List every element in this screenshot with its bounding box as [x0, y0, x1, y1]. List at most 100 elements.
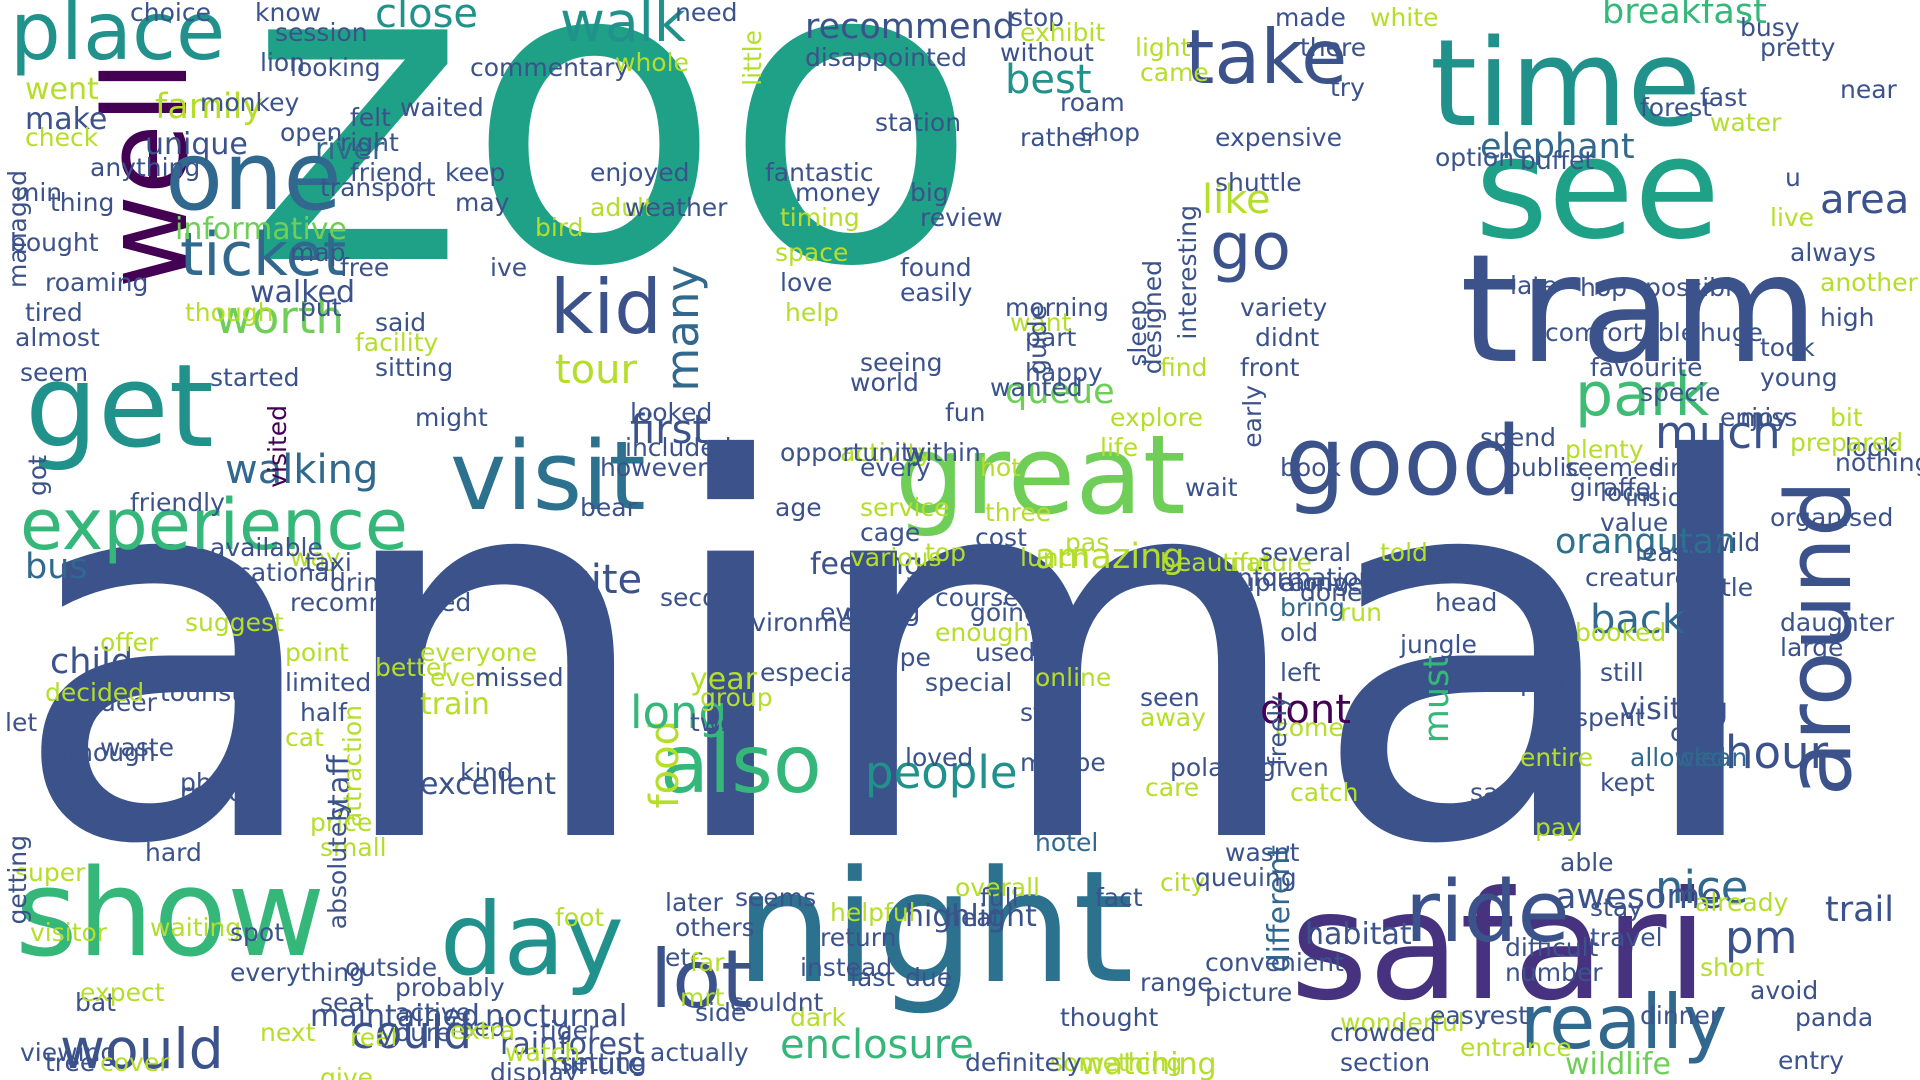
word-shuttle: shuttle	[1215, 168, 1302, 197]
word-easily: easily	[900, 278, 973, 307]
word-want: want	[1010, 308, 1072, 337]
word-thing: thing	[50, 188, 115, 217]
word-feeding: feeding	[810, 547, 923, 582]
word-couldnt: couldnt	[730, 988, 824, 1017]
word-love: love	[780, 268, 833, 297]
word-last: last	[850, 963, 896, 992]
word-might: might	[415, 403, 488, 432]
word-forest: forest	[1640, 93, 1713, 122]
word-offer: offer	[100, 628, 159, 657]
word-special: special	[925, 668, 1013, 697]
word-top: top	[925, 538, 966, 567]
word-there: there	[1300, 33, 1367, 62]
word-cat: cat	[285, 723, 324, 752]
word-roaming: roaming	[45, 268, 149, 297]
word-everyone: everyone	[420, 638, 538, 667]
word-hour: hour	[1725, 726, 1829, 779]
word-adult: adult	[590, 193, 654, 222]
word-still: still	[1600, 658, 1644, 687]
word-maintained: maintained	[310, 999, 480, 1034]
word-course: course	[935, 583, 1019, 612]
word-child: child	[50, 642, 134, 682]
word-educational: educational	[190, 558, 337, 587]
word-prepared: prepared	[1790, 428, 1904, 457]
word-guide: guide	[1023, 305, 1052, 375]
word-opportunity: opportunity	[780, 438, 926, 467]
word-visiting: visiting	[1620, 692, 1729, 727]
word-dark: dark	[790, 1003, 846, 1032]
word-allowed: allowed	[1630, 743, 1727, 772]
word-due: due	[905, 963, 953, 992]
word-rhino: rhino	[180, 778, 244, 807]
word-amazing: amazing	[1035, 537, 1185, 577]
word-small: small	[320, 833, 387, 862]
word-quite: quite	[540, 557, 643, 603]
word-something: something	[1050, 1048, 1183, 1077]
word-bus: bus	[25, 547, 88, 587]
word-since: since	[1650, 453, 1715, 482]
word-live: live	[1770, 203, 1815, 232]
word-seeing: seeing	[860, 348, 943, 377]
word-everything: everything	[230, 958, 365, 987]
word-lion: lion	[260, 48, 306, 77]
word-bat: bat	[75, 988, 116, 1017]
word-super: super	[15, 858, 86, 887]
word-commentary: commentary	[470, 53, 630, 82]
word-feel: feel	[1030, 633, 1077, 662]
word-felt: felt	[350, 103, 391, 132]
word-year: year	[690, 662, 757, 697]
word-cage: cage	[860, 518, 921, 547]
word-review: review	[920, 203, 1003, 232]
word-even: even	[430, 663, 492, 692]
word-couple: couple	[1210, 568, 1294, 597]
word-best: best	[1005, 57, 1092, 103]
word-wanted: wanted	[990, 373, 1083, 402]
word-variety: variety	[1240, 293, 1328, 322]
word-almost: almost	[15, 323, 100, 352]
word-trail: trail	[1825, 890, 1895, 930]
word-age: age	[775, 493, 822, 522]
word-u: u	[1785, 163, 1801, 192]
word-unique: unique	[145, 127, 248, 162]
word-may: may	[455, 188, 510, 217]
word-watching: watching	[1080, 1047, 1217, 1080]
word-tiger: tiger	[540, 1016, 599, 1045]
word-drink: drink	[330, 568, 394, 597]
word-station: station	[875, 108, 962, 137]
word-little: little	[738, 30, 767, 86]
word-space: space	[775, 238, 849, 267]
word-see: see	[1475, 108, 1721, 271]
word-hotel: hotel	[1035, 828, 1099, 857]
word-pm: pm	[1725, 911, 1798, 964]
word-suggest: suggest	[185, 608, 284, 637]
word-daughter: daughter	[1780, 608, 1895, 637]
word-give: give	[320, 1063, 373, 1080]
word-bottle: bottle	[1680, 573, 1754, 602]
word-entry: entry	[1778, 1046, 1845, 1075]
word-difficult: difficult	[1505, 933, 1599, 962]
word-family: family	[155, 87, 264, 127]
word-let: let	[5, 708, 38, 737]
word-busy: busy	[1740, 13, 1800, 42]
word-late: late	[1510, 271, 1558, 300]
word-given: given	[1260, 753, 1329, 782]
word-fact: fact	[1095, 883, 1143, 912]
word-open: open	[280, 118, 343, 147]
word-actually: actually	[650, 1038, 749, 1067]
word-real: real	[350, 1023, 398, 1052]
word-inside: inside	[1625, 483, 1700, 512]
word-elephant: elephant	[1480, 127, 1635, 167]
word-extra: extra	[450, 1016, 516, 1045]
word-seemed: seemed	[1565, 453, 1665, 482]
word-nature: nature	[1230, 548, 1312, 577]
word-tourist: tourist	[160, 678, 241, 707]
word-timing: timing	[780, 203, 860, 232]
word-high: high	[1820, 303, 1875, 332]
word-nocturnal: nocturnal	[485, 999, 628, 1034]
word-along: along	[1280, 568, 1350, 597]
word-tour: tour	[555, 347, 637, 393]
word-although: although	[45, 738, 156, 767]
word-stop: stop	[1010, 3, 1064, 32]
word-care: care	[1145, 773, 1200, 802]
word-bit: bit	[1830, 403, 1863, 432]
